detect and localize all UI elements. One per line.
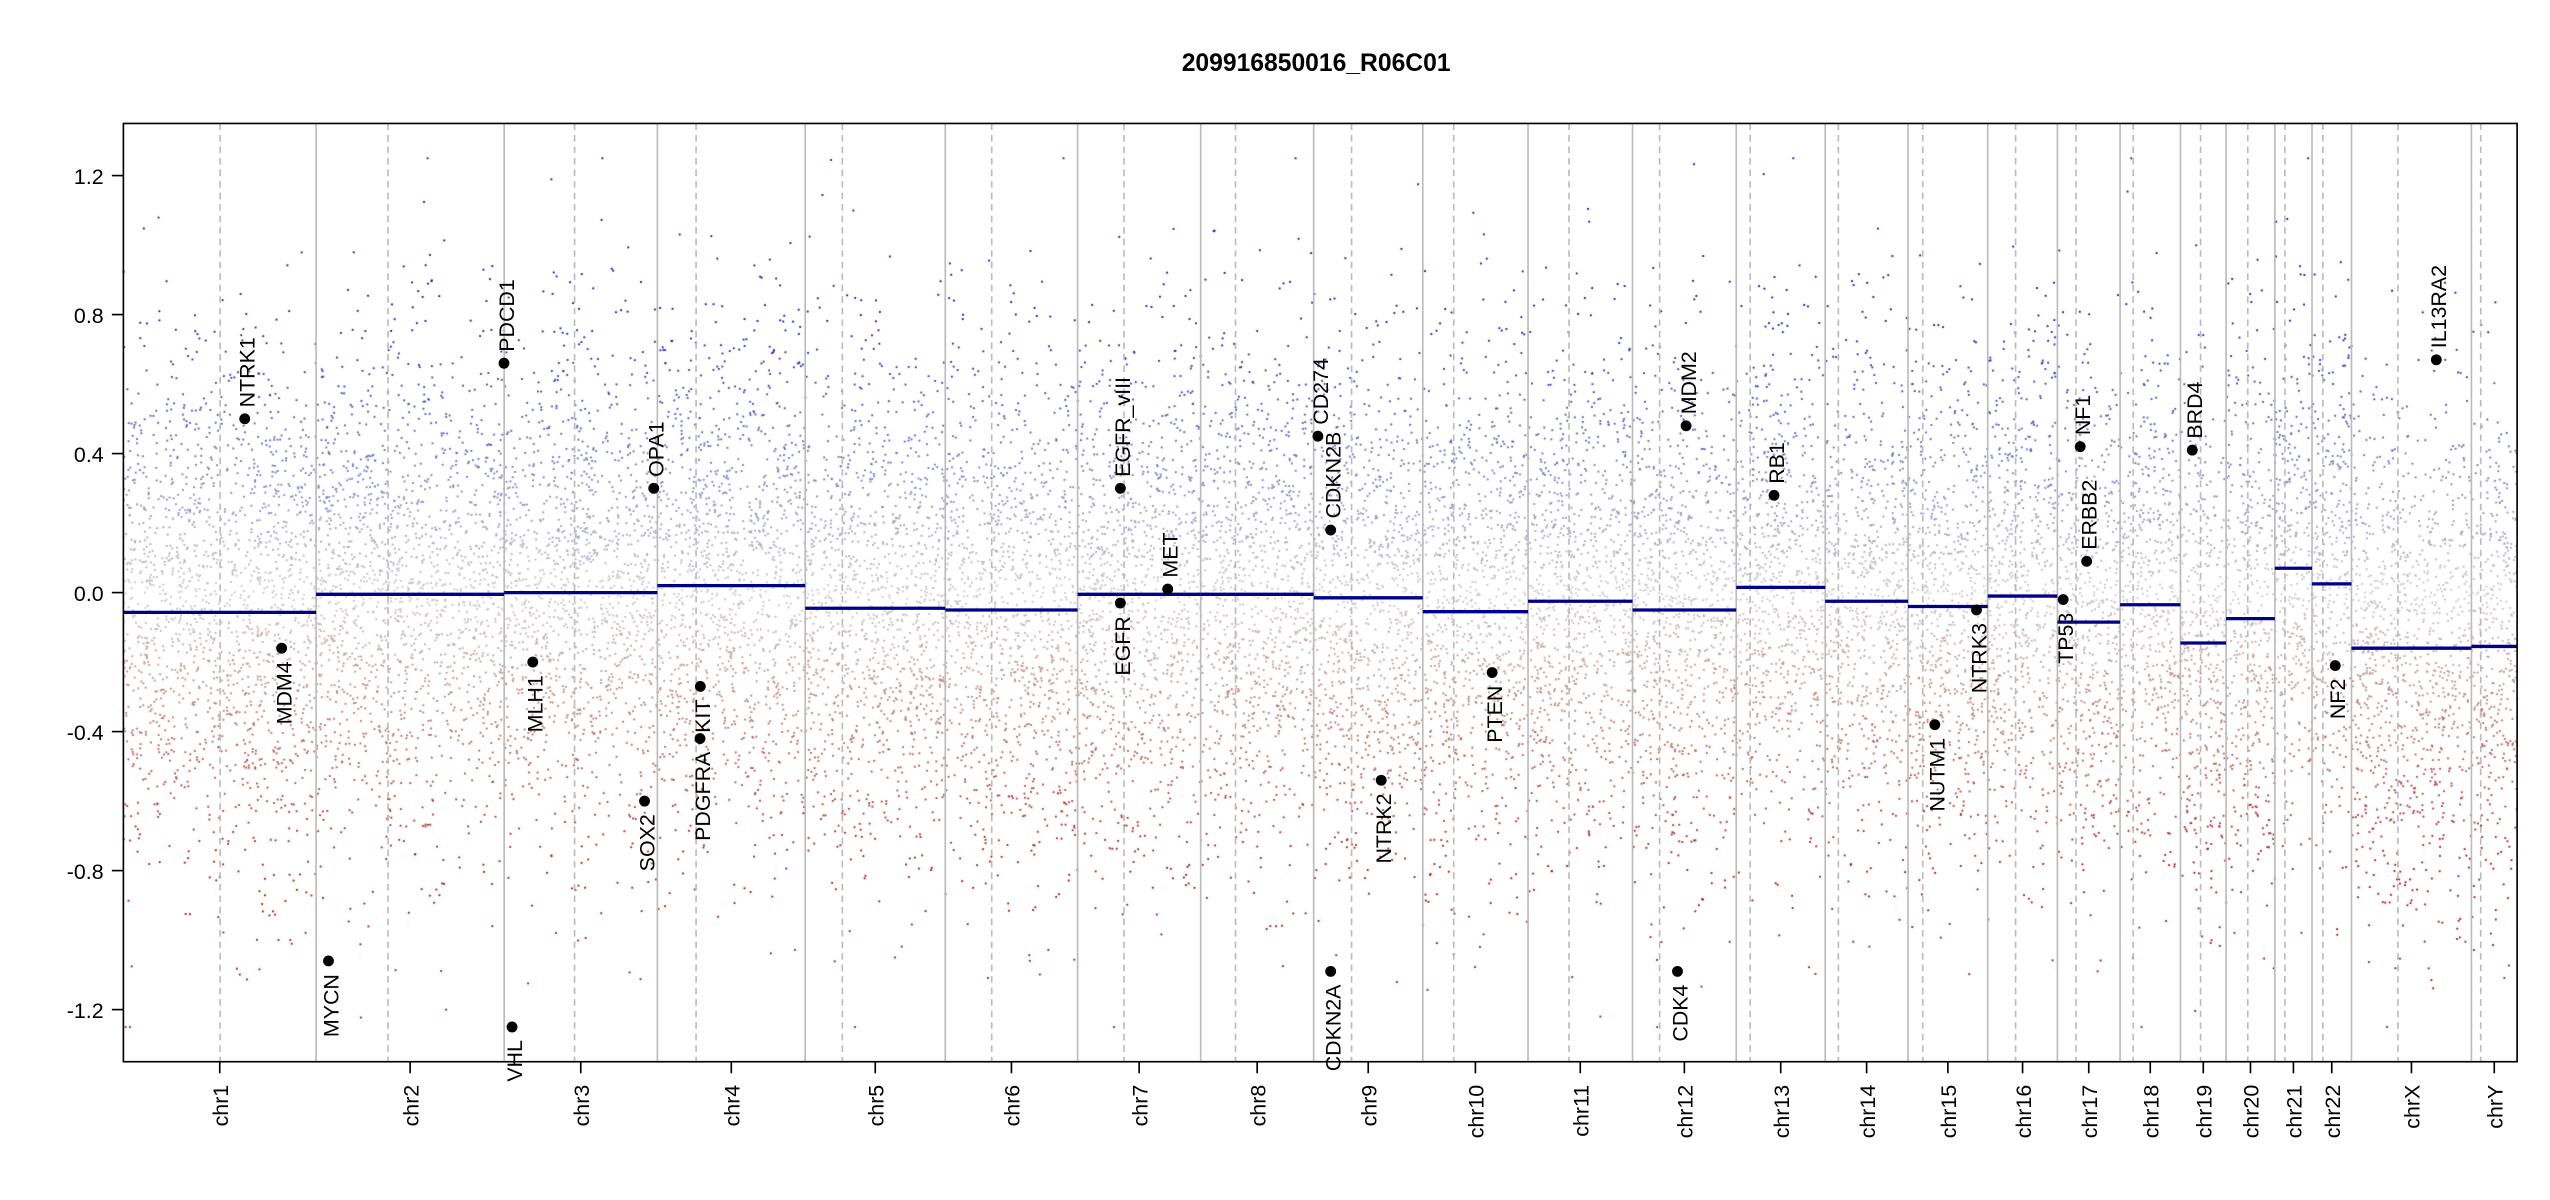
x-tick-label: chr17	[2078, 1085, 2102, 1138]
gene-label: VHL	[503, 1040, 527, 1082]
y-tick-label: 0.0	[74, 582, 104, 606]
x-tick-label: chr6	[1001, 1085, 1025, 1127]
gene-point-sox2	[639, 795, 650, 807]
x-tick-label: chr10	[1465, 1085, 1489, 1139]
gene-label: NTRK3	[1967, 623, 1991, 693]
x-tick-label: chr20	[2240, 1085, 2264, 1139]
x-tick-label: chr16	[2012, 1085, 2036, 1138]
x-tick-label: chr4	[721, 1085, 745, 1127]
gene-point-mlh1	[527, 656, 539, 668]
x-axis: chr1 chr2 chr3 chr4 chr5 chr6 chr7 chr8 chr9 chr1…	[209, 1061, 2507, 1139]
x-tick-label: chr13	[1770, 1085, 1794, 1138]
gene-point-mdm4	[276, 642, 288, 654]
gene-label: PTEN	[1483, 686, 1507, 743]
x-tick-label: chr1	[209, 1085, 233, 1127]
gene-point-kit	[694, 680, 706, 692]
x-tick-label: chr11	[1570, 1085, 1594, 1137]
gene-label: CDKN2A	[1322, 984, 1346, 1071]
x-tick-label: chr22	[2321, 1085, 2345, 1138]
gene-label: NF2	[2326, 679, 2350, 719]
gene-label: NTRK1	[236, 337, 260, 407]
x-tick-label: chr8	[1246, 1085, 1270, 1127]
gene-label: ERBB2	[2078, 480, 2102, 550]
gene-label: MDM4	[273, 661, 297, 724]
gene-point-pten	[1486, 667, 1498, 678]
gene-point-tp53	[2057, 594, 2069, 605]
x-tick-label: chr3	[570, 1085, 594, 1127]
x-tick-label: chrX	[2401, 1085, 2425, 1129]
gene-label: MDM2	[1677, 351, 1701, 414]
x-tick-label: chr2	[399, 1085, 423, 1127]
x-tick-label: chr12	[1674, 1085, 1698, 1138]
x-tick-label: chrY	[2483, 1085, 2507, 1129]
gene-point-rb1	[1768, 489, 1780, 501]
gene-label: BRD4	[2183, 381, 2207, 438]
y-tick-label: -0.4	[67, 721, 104, 745]
gene-label: NF1	[2071, 395, 2095, 435]
gene-label: OPA1	[645, 421, 669, 476]
gene-label: CD274	[1309, 358, 1333, 425]
gene-point-mycn	[323, 955, 334, 967]
y-tick-label: -1.2	[67, 999, 104, 1023]
gene-label: RB1	[1765, 442, 1789, 484]
gene-point-cd274	[1312, 430, 1324, 442]
gene-label: NUTM1	[1926, 738, 1950, 812]
y-tick-label: 1.2	[74, 165, 104, 189]
gene-point-opa1	[648, 482, 660, 494]
gene-point-cdkn2b	[1325, 524, 1337, 536]
x-tick-label: chr7	[1128, 1085, 1152, 1127]
gene-label: KIT	[691, 700, 715, 733]
plot-frame	[122, 122, 2518, 1063]
gene-label: EGFR_vIII	[1111, 377, 1135, 477]
gene-point-cdk4	[1672, 965, 1683, 977]
y-tick-label: -0.8	[67, 860, 104, 884]
y-tick-label: 0.8	[74, 304, 104, 328]
x-tick-label: chr21	[2283, 1085, 2307, 1138]
gene-label: CDKN2B	[1322, 432, 1346, 519]
gene-label: PDCD1	[495, 279, 519, 351]
x-tick-label: chr14	[1856, 1085, 1880, 1139]
gene-point-egfr	[1114, 597, 1126, 609]
gene-point-nf1	[2074, 441, 2086, 453]
x-tick-label: chr19	[2193, 1085, 2217, 1138]
gene-point-vhl	[506, 1021, 518, 1033]
gene-point-met	[1162, 583, 1174, 595]
gene-point-erbb2	[2081, 555, 2093, 567]
gene-label: PDGFRA	[691, 751, 715, 841]
gene-label: IL13RA2	[2427, 265, 2451, 348]
gene-point-brd4	[2186, 444, 2198, 456]
gene-point-cdkn2a	[1325, 965, 1337, 977]
gene-label: TP53	[2054, 613, 2078, 664]
gene-point-ntrk2	[1375, 774, 1387, 786]
y-axis: -1.2 -0.8 -0.4 0.0 0.4 0.8 1.2	[67, 165, 124, 1023]
gene-label: CDK4	[1668, 984, 1692, 1041]
gene-label: MLH1	[524, 675, 548, 732]
gene-point-il13ra2	[2430, 354, 2442, 366]
x-tick-label: chr5	[864, 1085, 888, 1127]
gene-label: NTRK2	[1372, 793, 1396, 863]
x-tick-label: chr18	[2139, 1085, 2163, 1138]
gene-point-pdgfra	[694, 733, 706, 744]
gene-point-egfr_viii	[1114, 482, 1126, 494]
gene-label: EGFR	[1111, 616, 1135, 675]
gene-point-nutm1	[1929, 719, 1941, 731]
gene-annotations: NTRK1 MDM4 MYCN PDCD1 VHL MLH1 SOX2 OPA1 PDGFRA K…	[236, 265, 2452, 1082]
chart-title: 209916850016_R06C01	[1182, 50, 1451, 77]
gene-label: MET	[1159, 532, 1183, 577]
y-tick-label: 0.4	[74, 443, 104, 467]
x-tick-label: chr9	[1357, 1085, 1381, 1127]
gene-label: SOX2	[635, 814, 659, 871]
gene-label: MYCN	[319, 974, 343, 1037]
gene-point-mdm2	[1680, 420, 1692, 432]
gene-point-ntrk1	[239, 413, 251, 425]
gene-point-nf2	[2329, 660, 2341, 672]
gene-point-ntrk3	[1971, 604, 1982, 616]
gene-point-pdcd1	[498, 357, 510, 369]
x-tick-label: chr15	[1937, 1085, 1961, 1138]
segments	[123, 566, 2518, 650]
